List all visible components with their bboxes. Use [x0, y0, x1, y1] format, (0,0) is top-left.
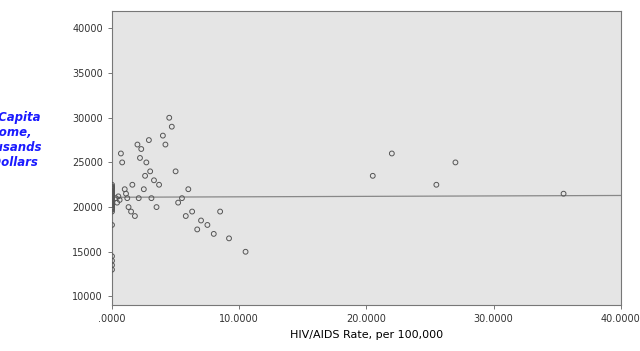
- Point: [107, 258, 117, 264]
- Point: [117, 160, 127, 165]
- Point: [431, 182, 442, 187]
- Point: [164, 115, 174, 120]
- Point: [183, 186, 193, 192]
- Point: [147, 196, 157, 201]
- Point: [122, 196, 132, 201]
- Point: [107, 198, 117, 203]
- Point: [149, 178, 159, 183]
- Point: [107, 222, 117, 228]
- Point: [192, 227, 202, 232]
- X-axis label: HIV/AIDS Rate, per 100,000: HIV/AIDS Rate, per 100,000: [290, 330, 443, 340]
- Point: [209, 231, 219, 237]
- Point: [107, 191, 117, 196]
- Point: [107, 205, 117, 211]
- Point: [224, 236, 234, 241]
- Point: [107, 184, 117, 189]
- Point: [126, 209, 136, 214]
- Point: [144, 137, 154, 143]
- Point: [107, 185, 117, 190]
- Point: [127, 182, 138, 187]
- Point: [107, 201, 117, 206]
- Point: [107, 253, 117, 259]
- Point: [154, 182, 164, 187]
- Point: [107, 204, 117, 210]
- Point: [107, 194, 117, 200]
- Point: [107, 192, 117, 198]
- Point: [107, 201, 117, 207]
- Point: [139, 186, 149, 192]
- Point: [141, 160, 152, 165]
- Point: [160, 142, 170, 147]
- Point: [215, 209, 225, 214]
- Point: [145, 168, 156, 174]
- Point: [136, 146, 147, 152]
- Point: [116, 151, 126, 156]
- Point: [559, 191, 569, 197]
- Point: [107, 190, 117, 195]
- Point: [107, 193, 117, 198]
- Point: [451, 160, 461, 165]
- Point: [107, 192, 117, 197]
- Point: [107, 201, 117, 207]
- Point: [202, 222, 212, 228]
- Point: [107, 199, 117, 205]
- Point: [111, 196, 121, 201]
- Point: [107, 194, 117, 200]
- Point: [367, 173, 378, 179]
- Point: [107, 267, 117, 272]
- Point: [187, 209, 197, 214]
- Point: [173, 200, 183, 205]
- Point: [107, 190, 117, 196]
- Point: [107, 196, 117, 201]
- Point: [107, 195, 117, 200]
- Point: [112, 200, 122, 205]
- Point: [107, 202, 117, 208]
- Point: [107, 197, 117, 203]
- Point: [107, 196, 117, 202]
- Point: [121, 191, 131, 197]
- Point: [113, 193, 124, 199]
- Point: [107, 200, 117, 206]
- Point: [124, 204, 134, 210]
- Point: [107, 191, 117, 197]
- Point: [107, 182, 117, 187]
- Point: [107, 197, 117, 202]
- Point: [132, 142, 143, 147]
- Point: [120, 186, 130, 192]
- Point: [177, 196, 187, 201]
- Point: [134, 196, 144, 201]
- Point: [166, 124, 177, 130]
- Point: [107, 207, 117, 213]
- Point: [107, 189, 117, 195]
- Point: [107, 191, 117, 197]
- Point: [115, 197, 125, 203]
- Point: [107, 188, 117, 194]
- Point: [107, 198, 117, 204]
- Text: Per Capita
Income,
Thousands
of Dollars: Per Capita Income, Thousands of Dollars: [0, 111, 42, 170]
- Point: [107, 186, 117, 192]
- Point: [140, 173, 150, 179]
- Point: [107, 193, 117, 199]
- Point: [196, 218, 206, 223]
- Point: [107, 188, 117, 194]
- Point: [107, 209, 117, 214]
- Point: [157, 133, 168, 138]
- Point: [180, 213, 191, 219]
- Point: [107, 198, 117, 204]
- Point: [130, 213, 140, 219]
- Point: [387, 151, 397, 156]
- Point: [107, 193, 117, 199]
- Point: [170, 168, 180, 174]
- Point: [241, 249, 251, 254]
- Point: [135, 155, 145, 161]
- Point: [107, 206, 117, 212]
- Point: [107, 200, 117, 205]
- Point: [107, 203, 117, 208]
- Point: [107, 262, 117, 268]
- Point: [152, 204, 162, 210]
- Point: [107, 186, 117, 191]
